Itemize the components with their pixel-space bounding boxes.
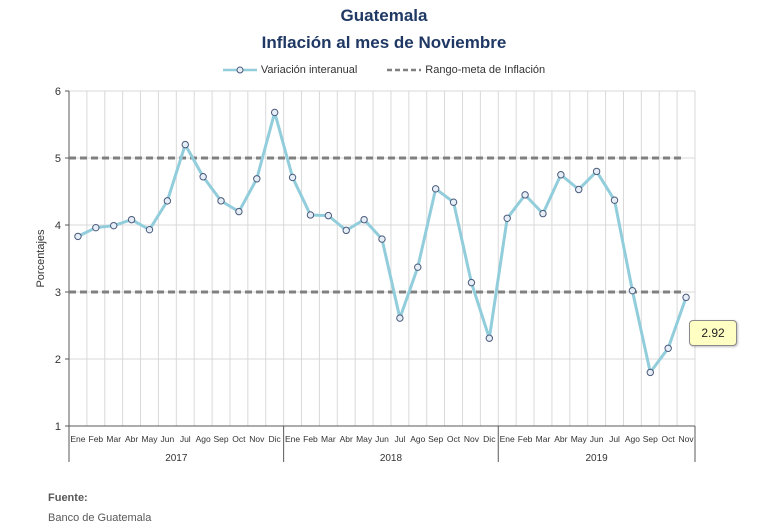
data-point (521, 191, 529, 199)
x-tick-label: Jun (590, 434, 604, 444)
x-tick-label: May (356, 434, 373, 444)
data-point (342, 226, 350, 235)
data-point (503, 214, 511, 223)
legend: Variación interanual Rango-meta de Infla… (0, 64, 768, 76)
x-tick-label: Ene (70, 434, 85, 444)
data-point (145, 225, 154, 234)
x-tick-label: Sep (428, 434, 443, 444)
legend-label-variacion: Variación interanual (260, 64, 358, 76)
legend-item-variacion: Variación interanual (222, 64, 358, 76)
x-tick-label: Jul (609, 434, 620, 444)
year-label: 2019 (586, 453, 609, 464)
legend-label-rango: Rango-meta de Inflación (425, 64, 546, 76)
x-tick-label: Oct (662, 434, 676, 444)
data-point (575, 185, 583, 194)
x-tick-label: Feb (89, 434, 104, 444)
data-point (199, 173, 207, 181)
x-tick-label: Nov (678, 434, 694, 444)
data-point (181, 140, 189, 149)
data-point (378, 235, 386, 243)
x-tick-label: Sep (213, 434, 228, 444)
data-point (110, 221, 118, 230)
y-tick-label: 2 (55, 354, 61, 366)
data-point (270, 108, 279, 117)
data-point (217, 197, 225, 205)
data-point (163, 197, 172, 205)
data-point (127, 215, 136, 224)
x-tick-label: Sep (643, 434, 658, 444)
year-label: 2017 (165, 453, 188, 464)
data-point (646, 368, 654, 377)
data-point (449, 198, 458, 206)
x-tick-label: Ago (196, 434, 211, 444)
x-tick-label: May (141, 434, 158, 444)
year-label: 2018 (380, 453, 403, 464)
legend-swatch-variacion (222, 66, 257, 74)
x-tick-label: Mar (106, 434, 121, 444)
data-point (682, 293, 690, 302)
data-point (592, 167, 601, 176)
x-tick-label: Abr (125, 434, 138, 444)
x-tick-label: May (571, 434, 588, 444)
data-point (485, 334, 494, 342)
x-tick-label: Nov (464, 434, 480, 444)
data-point (360, 215, 368, 224)
data-point (235, 207, 243, 216)
data-point (92, 223, 100, 232)
data-point (306, 211, 315, 219)
data-point (253, 175, 261, 183)
data-point (610, 196, 619, 204)
y-tick-label: 6 (55, 86, 61, 98)
data-point (74, 232, 82, 241)
data-point (664, 344, 672, 352)
x-tick-label: Ene (500, 434, 515, 444)
y-tick-label: 5 (55, 153, 61, 165)
data-point (539, 209, 547, 218)
data-point (324, 211, 333, 220)
x-tick-label: Jun (161, 434, 175, 444)
x-tick-label: Ene (285, 434, 300, 444)
data-point (288, 173, 297, 182)
source-text: Banco de Guatemala (48, 512, 152, 524)
x-tick-label: Feb (303, 434, 318, 444)
legend-item-rango: Rango-meta de Inflación (387, 64, 545, 76)
data-point (431, 185, 440, 193)
chart-title: Guatemala (340, 6, 428, 25)
x-tick-label: Mar (321, 434, 336, 444)
x-tick-label: Nov (249, 434, 265, 444)
data-callout: 2.92 (689, 320, 737, 346)
chart-subtitle: Inflación al mes de Noviembre (261, 33, 507, 52)
x-tick-label: Abr (340, 434, 353, 444)
legend-swatch-rango (387, 68, 422, 72)
x-tick-label: Abr (554, 434, 567, 444)
data-point (396, 314, 404, 322)
data-point (467, 278, 476, 287)
y-tick-label: 3 (55, 287, 61, 299)
x-tick-label: Dic (483, 434, 496, 444)
x-tick-label: Jul (180, 434, 191, 444)
x-tick-label: Jul (394, 434, 405, 444)
x-tick-label: Feb (518, 434, 533, 444)
data-point (557, 171, 565, 179)
x-tick-label: Ago (625, 434, 640, 444)
y-axis-label: Porcentajes (35, 229, 47, 288)
data-point (628, 286, 637, 295)
x-tick-label: Oct (232, 434, 246, 444)
x-tick-label: Jun (375, 434, 389, 444)
x-tick-label: Oct (447, 434, 461, 444)
data-point (414, 263, 422, 271)
x-tick-label: Ago (410, 434, 425, 444)
y-tick-label: 1 (55, 421, 61, 433)
source-label: Fuente: (48, 492, 88, 504)
x-tick-label: Dic (269, 434, 282, 444)
x-tick-label: Mar (536, 434, 551, 444)
y-tick-label: 4 (55, 220, 61, 232)
